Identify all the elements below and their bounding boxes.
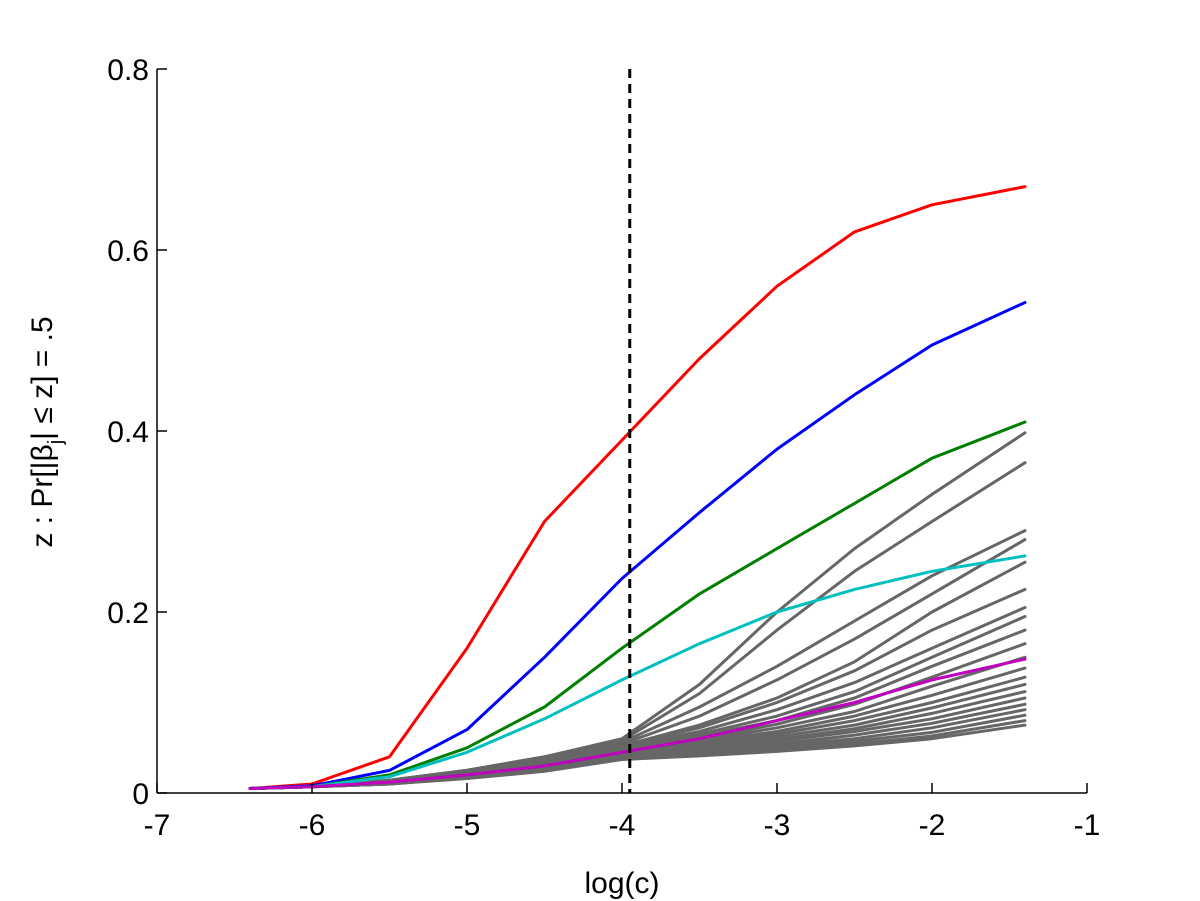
series-line-11: [248, 606, 1027, 790]
x-tick-label: -3: [764, 809, 791, 842]
series-line-14: [248, 642, 1027, 790]
y-axis-label-subscript: j: [45, 440, 67, 445]
tick-labels: -7 -6 -5 -4 -3 -2 -1 0 0.2 0.4 0.6 0.8: [107, 54, 1100, 842]
axes: [156, 68, 1088, 794]
y-axis-label-suffix: | ≤ z] = .5: [26, 316, 59, 439]
x-tick-label: -6: [299, 809, 326, 842]
x-tick-label: -2: [919, 809, 946, 842]
x-tick-label: -1: [1074, 809, 1101, 842]
x-tick-label: -5: [454, 809, 481, 842]
y-tick-label: 0.2: [107, 597, 149, 630]
x-tick-label: -4: [609, 809, 636, 842]
series-line-1: [248, 301, 1027, 790]
y-tick-label: 0.6: [107, 235, 149, 268]
x-axis-label: log(c): [584, 867, 659, 900]
series-line-2: [248, 420, 1027, 790]
series-line-0: [248, 185, 1027, 790]
y-axis-label-prefix: z : Pr[|β: [26, 444, 59, 547]
y-axis-label: z : Pr[|βj| ≤ z] = .5: [26, 316, 67, 547]
series-line-3: [248, 554, 1027, 790]
y-tick-label: 0.4: [107, 416, 149, 449]
x-tick-label: -7: [144, 809, 171, 842]
y-tick-label: 0: [132, 778, 149, 811]
series-layer: [248, 185, 1027, 790]
y-tick-label: 0.8: [107, 54, 149, 87]
series-line-4: [248, 657, 1027, 790]
